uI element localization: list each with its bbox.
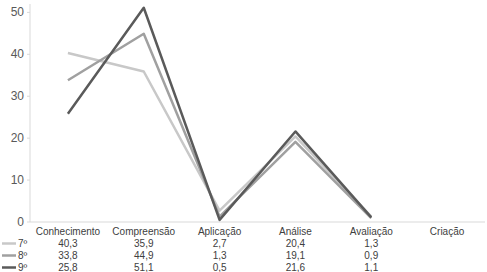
data-label: 19,1 bbox=[286, 250, 306, 261]
lines bbox=[68, 8, 371, 220]
x-tick-label: Avaliação bbox=[350, 226, 394, 237]
data-label: 25,8 bbox=[58, 262, 78, 272]
data-label: 40,3 bbox=[58, 238, 78, 249]
y-tick bbox=[27, 54, 30, 55]
y-tick-label: 40 bbox=[11, 47, 25, 61]
x-tick-label: Aplicação bbox=[198, 226, 242, 237]
y-tick-label: 30 bbox=[11, 89, 25, 103]
y-tick-label: 50 bbox=[11, 5, 25, 19]
series-line bbox=[68, 53, 371, 217]
series-line bbox=[68, 8, 371, 220]
y-tick bbox=[27, 96, 30, 97]
data-label: 51,1 bbox=[134, 262, 154, 272]
legend-label: 8º bbox=[18, 250, 28, 261]
legend-label: 7º bbox=[18, 238, 28, 249]
y-tick bbox=[27, 138, 30, 139]
y-tick-label: 20 bbox=[11, 131, 25, 145]
data-label: 20,4 bbox=[286, 238, 306, 249]
chart-container: 0 10 20 30 40 50 Conhecimento Compreensão Aplica… bbox=[0, 0, 487, 272]
y-tick-label: 10 bbox=[11, 173, 25, 187]
legend-label: 9º bbox=[18, 262, 28, 272]
data-label: 44,9 bbox=[134, 250, 154, 261]
x-tick-label: Análise bbox=[279, 226, 312, 237]
data-label: 0,5 bbox=[213, 262, 227, 272]
data-label: 1,3 bbox=[364, 238, 378, 249]
legend-swatch bbox=[2, 242, 16, 245]
data-label: 2,7 bbox=[213, 238, 227, 249]
chart-svg: 0 10 20 30 40 50 Conhecimento Compreensão Aplica… bbox=[0, 0, 487, 272]
data-label: 33,8 bbox=[58, 250, 78, 261]
legend-swatch bbox=[2, 266, 16, 269]
y-axis-line bbox=[30, 4, 31, 222]
y-tick bbox=[27, 180, 30, 181]
data-label: 1,1 bbox=[364, 262, 378, 272]
x-tick-label: Criação bbox=[430, 226, 465, 237]
y-tick bbox=[27, 222, 30, 223]
data-label: 21,6 bbox=[286, 262, 306, 272]
x-tick-label: Conhecimento bbox=[36, 226, 101, 237]
data-label: 0,9 bbox=[364, 250, 378, 261]
data-label: 35,9 bbox=[134, 238, 154, 249]
data-label: 1,3 bbox=[213, 250, 227, 261]
y-tick bbox=[27, 12, 30, 13]
y-tick-label: 0 bbox=[17, 215, 24, 229]
x-tick-label: Compreensão bbox=[112, 226, 175, 237]
legend-swatch bbox=[2, 254, 16, 257]
series-line bbox=[68, 34, 371, 218]
x-axis-line bbox=[30, 222, 485, 223]
